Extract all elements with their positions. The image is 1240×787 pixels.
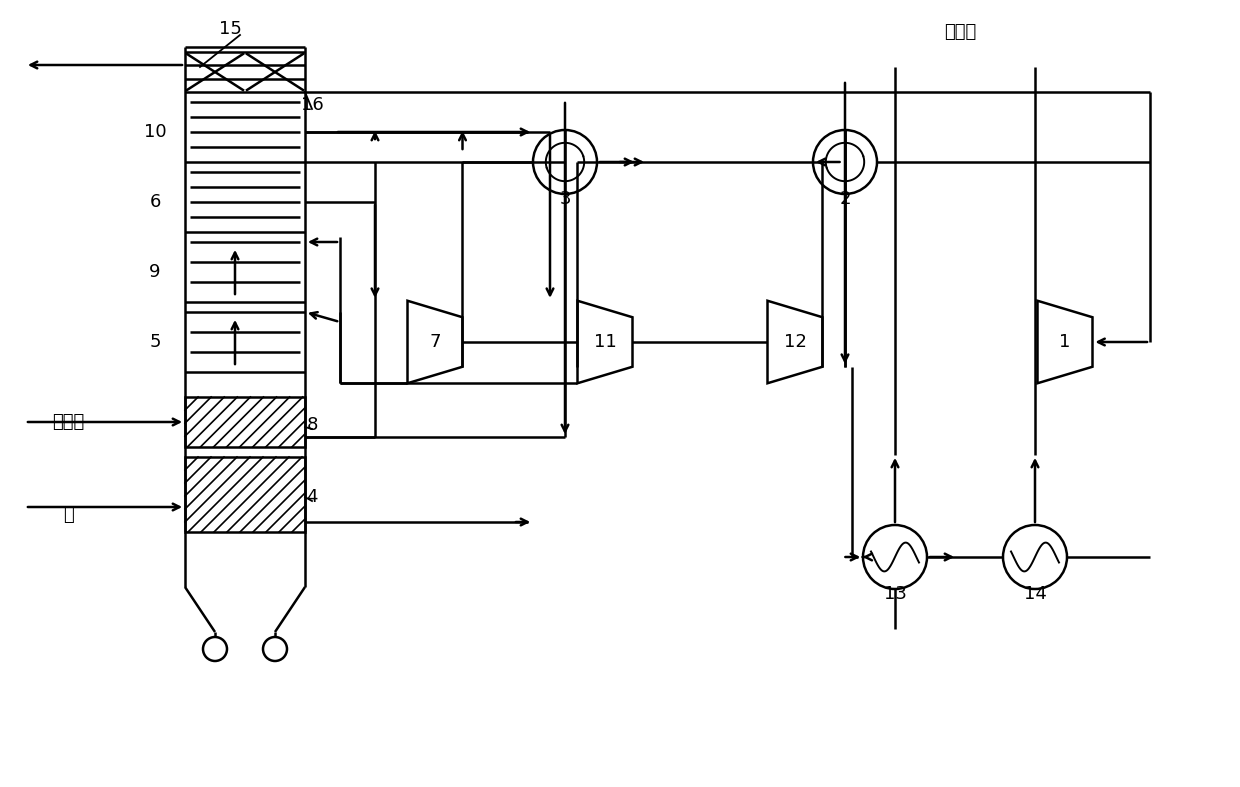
Text: 15: 15 (218, 20, 242, 38)
Text: 16: 16 (300, 96, 324, 114)
Text: 11: 11 (594, 333, 616, 351)
Text: 热空气: 热空气 (52, 413, 84, 431)
Text: 3: 3 (559, 190, 570, 208)
Text: 2: 2 (839, 190, 851, 208)
Text: 10: 10 (144, 123, 166, 141)
Text: 煤: 煤 (63, 506, 73, 524)
Text: 14: 14 (1023, 585, 1047, 603)
Text: 冷空气: 冷空气 (944, 23, 976, 41)
Text: 4: 4 (306, 488, 317, 506)
Text: 9: 9 (149, 263, 161, 281)
Text: 5: 5 (149, 333, 161, 351)
Text: 13: 13 (884, 585, 906, 603)
Text: 1: 1 (1059, 333, 1070, 351)
Text: 12: 12 (784, 333, 806, 351)
Text: 7: 7 (429, 333, 440, 351)
Text: 6: 6 (149, 193, 161, 211)
Text: 8: 8 (306, 416, 317, 434)
